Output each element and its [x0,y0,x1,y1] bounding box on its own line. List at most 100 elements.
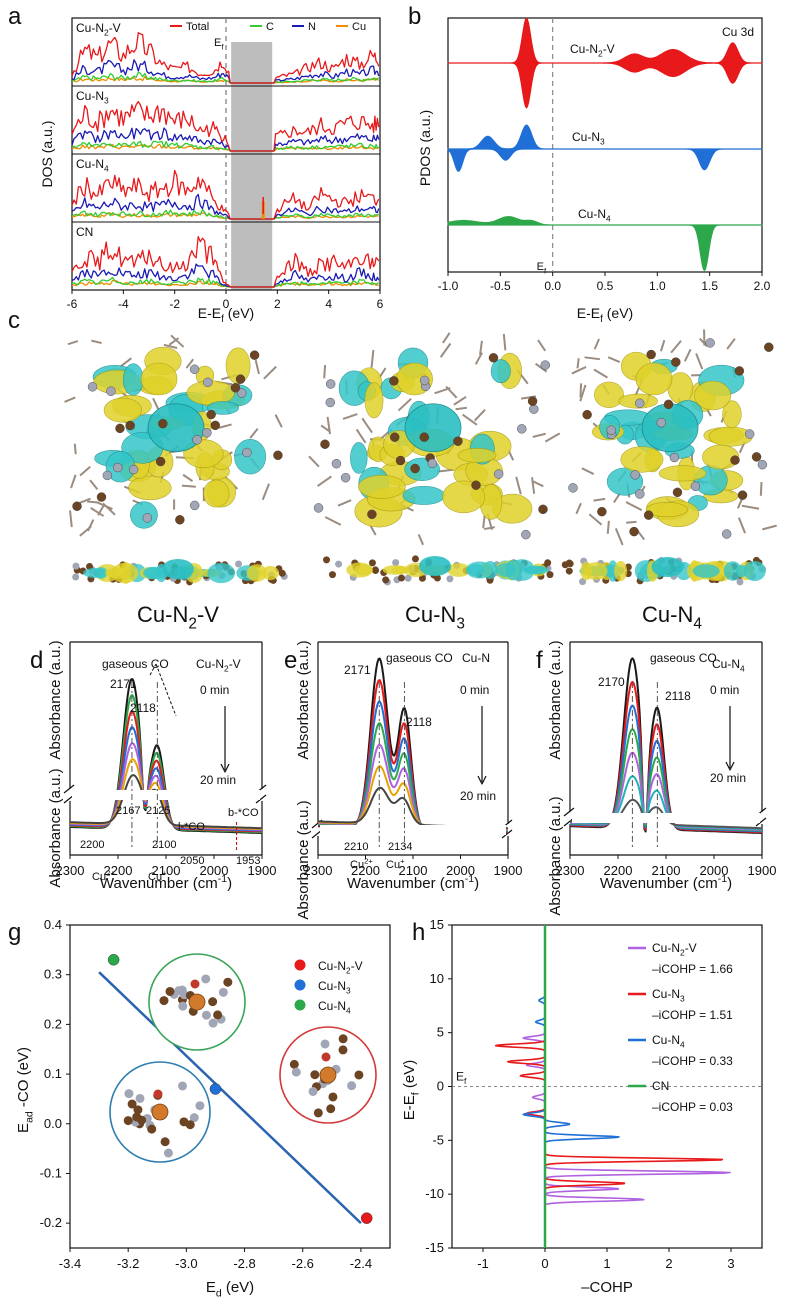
lattice-bond [726,338,736,350]
text-run: E-E [401,1095,418,1120]
side-view-atom [446,575,454,583]
lattice-bond [274,414,283,428]
x-axis-title: Ed (eV) [206,1279,254,1300]
lattice-bond [531,480,544,488]
structure-caption-1: Cu-N3 [405,602,465,633]
x-tick-label: 0 [223,297,230,311]
text-run: Cu-N [76,157,104,171]
y-tick-label: -10 [425,1186,444,1201]
lattice-bond [361,417,373,434]
y-tick-label: 0.1 [44,1066,62,1081]
lattice-bond [324,516,342,526]
text-run: Cu-N [405,602,456,627]
dos-c-curve [71,208,379,220]
side-view-atom [736,578,744,586]
text-run: 4 [740,664,745,674]
text-run: ) [474,875,479,892]
lattice-bond [102,502,116,516]
nitrogen-atom [744,429,755,439]
icohp-value-2: –iCOHP = 0.33 [652,1054,733,1068]
annotation-linear-co: l-*CO [178,821,205,833]
panel-g-frame [69,924,391,1249]
isosurface-lobe [350,442,368,474]
text-run: 3 [680,994,685,1004]
carbon-atom [672,487,683,498]
side-view-atom [328,571,336,579]
legend-marker-2 [294,999,306,1011]
lattice-bond [515,476,522,495]
linear-fit-line [98,971,362,1225]
dos-n-curve [71,193,380,220]
side-view-lobe [523,565,545,575]
text-run: E-E [577,305,600,321]
annotation-peak-2210: 2210 [344,841,368,853]
carbon-atom [671,357,681,367]
text-run: + [162,869,167,878]
legend-label-cu: Cu [352,21,366,33]
panel-letter-f: f [536,647,543,674]
lattice-bond [584,356,601,361]
x-tick-label: 2100 [152,863,181,878]
dos-n-curve [71,59,380,84]
side-view-atom [86,562,94,570]
text-run: 4 [693,616,702,633]
side-view-lobe [346,562,373,578]
lattice-bond [576,358,580,369]
central-cyan-lobe [404,403,462,453]
lattice-bond [69,510,73,528]
isosurface-lobe [694,380,732,411]
axis-break-gap [320,825,506,835]
nitrogen-atom [690,481,701,491]
nitrogen-atom [419,375,430,386]
dos-n-curve [71,263,380,288]
central-yellow-lobe [635,362,673,396]
isosurface-lobe [203,479,230,508]
nitrogen-atom [340,472,351,483]
y-tick-label: -15 [425,1240,444,1255]
carbon-atom [338,1034,348,1044]
time-arrow-head [477,775,487,785]
panel-letter-b: b [408,3,421,30]
data-point-cu-n2-v [360,1212,373,1224]
lattice-bond [79,525,92,537]
x-tick-label: 0.5 [597,279,614,293]
lattice-bond [70,474,77,489]
lattice-bond [613,493,621,503]
carbon-atom [213,1010,223,1020]
lattice-bond [355,428,367,444]
carbon-atom [338,1045,348,1055]
x-tick-label: 2200 [104,863,133,878]
text-run: 3 [456,616,465,633]
lattice-bond [479,340,483,355]
annotation-peak-2125: 2125 [146,805,170,817]
data-point-cu-n3 [209,1083,222,1095]
y-tick-label: 0.0 [44,1116,62,1131]
nitrogen-atom [325,379,336,389]
carbon-atom [72,501,82,511]
nitrogen-atom [635,398,645,408]
isosurface-lobe [645,502,688,518]
structure-inset-1 [109,1061,211,1163]
text-run: -V [229,657,241,671]
y-axis-title-lower: Absorbance (a.u.) [547,796,564,915]
nitrogen-atom [163,1148,173,1158]
lattice-bond [89,479,99,491]
x-tick-label: 6 [377,297,384,311]
lattice-bond [320,424,331,433]
isosurface-lobe [128,475,172,501]
y-tick-label: 15 [430,917,444,932]
legend-label-0: Cu-N2-V [652,941,697,958]
text-run: CN [76,225,93,239]
carbon-atom [273,450,283,461]
icohp-value-3: –iCOHP = 0.03 [652,1100,733,1114]
structure-caption-0: Cu-N2-V [137,602,219,633]
carbon-atom [127,1099,137,1109]
x-tick-label: 2000 [446,863,475,878]
text-run: -CO (eV) [15,1047,32,1111]
y-tick-label: 0 [437,1079,444,1094]
nitrogen-atom [201,1010,211,1020]
text-run: 2 [680,948,685,958]
carbon-atom [730,455,740,465]
side-view-atom [72,573,80,581]
text-run: f [464,1076,467,1086]
